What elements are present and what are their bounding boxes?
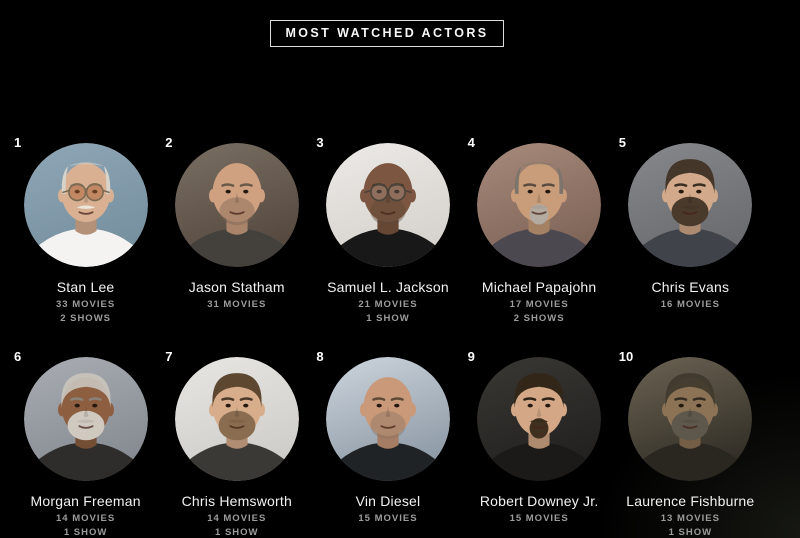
actor-stats: 15 MOVIES	[312, 512, 463, 526]
actor-movie-count: 13 MOVIES	[660, 513, 720, 524]
rank-badge: 8	[316, 349, 324, 364]
actor-movie-count: 16 MOVIES	[660, 299, 720, 310]
actor-show-count: 2 SHOWS	[513, 313, 565, 324]
actor-photo	[628, 357, 753, 481]
rank-badge: 6	[14, 349, 22, 364]
actor-name: Chris Evans	[651, 279, 730, 295]
rank-badge: 3	[316, 135, 324, 150]
page-title-text: MOST WATCHED ACTORS	[285, 26, 489, 40]
actor-stats: 17 MOVIES 2 SHOWS	[464, 298, 615, 326]
actor-show-count: 1 SHOW	[63, 527, 108, 538]
actor-show-count: 1 SHOW	[215, 527, 259, 538]
actor-photo	[23, 143, 148, 267]
actor-name: Laurence Fishburne	[626, 493, 755, 509]
actor-card[interactable]: 9 Robert Downey Jr. 15	[464, 344, 615, 538]
actor-stats: 31 MOVIES	[161, 298, 312, 312]
actor-movie-count: 31 MOVIES	[207, 299, 267, 310]
actor-card[interactable]: 5 Chris Evans 16 MOVIE	[615, 130, 766, 344]
actor-card[interactable]: 7 Chris Hemsworth 14 M	[161, 344, 312, 538]
actor-photo	[174, 357, 299, 481]
actors-grid: 1 Stan Lee 33 MOVIES	[10, 130, 767, 538]
actor-stats: 13 MOVIES 1 SHOW	[615, 512, 766, 538]
actor-stats: 14 MOVIES 1 SHOW	[161, 512, 312, 538]
actor-name: Morgan Freeman	[30, 493, 141, 509]
actor-card[interactable]: 2 Jason Statham 31 MOV	[161, 130, 312, 344]
actor-photo	[174, 143, 299, 267]
actor-card[interactable]: 4 Michael Papajohn 17	[464, 130, 615, 344]
actor-stats: 21 MOVIES 1 SHOW	[312, 298, 463, 326]
actor-movie-count: 15 MOVIES	[358, 513, 418, 524]
actor-stats: 16 MOVIES	[615, 298, 766, 312]
rank-badge: 9	[467, 349, 475, 364]
actor-movie-count: 21 MOVIES	[358, 299, 418, 310]
actor-name: Samuel L. Jackson	[327, 279, 449, 295]
actor-movie-count: 14 MOVIES	[207, 513, 267, 524]
actor-photo	[325, 357, 450, 481]
actor-name: Michael Papajohn	[481, 279, 597, 295]
actor-movie-count: 17 MOVIES	[509, 299, 569, 310]
page-title: MOST WATCHED ACTORS	[270, 20, 504, 47]
actor-show-count: 1 SHOW	[366, 313, 410, 324]
actor-show-count: 1 SHOW	[668, 527, 713, 538]
rank-badge: 1	[14, 135, 22, 150]
actor-movie-count: 15 MOVIES	[509, 513, 569, 524]
actor-movie-count: 33 MOVIES	[56, 299, 116, 310]
actor-photo	[477, 143, 602, 267]
rank-badge: 5	[618, 135, 626, 150]
actor-card[interactable]: 1 Stan Lee 33 MOVIES	[10, 130, 161, 344]
rank-badge: 2	[165, 135, 173, 150]
actor-photo	[477, 357, 602, 481]
actor-show-count: 2 SHOWS	[60, 313, 111, 324]
actor-name: Chris Hemsworth	[181, 493, 292, 509]
rank-badge: 4	[467, 135, 475, 150]
actor-card[interactable]: 10 Laurence Fishburne	[615, 344, 766, 538]
rank-badge: 10	[618, 349, 634, 364]
actor-movie-count: 14 MOVIES	[56, 513, 116, 524]
actor-stats: 15 MOVIES	[464, 512, 615, 526]
actor-stats: 33 MOVIES 2 SHOWS	[10, 298, 161, 326]
actor-card[interactable]: 3 Samuel L. Jackson 21	[312, 130, 463, 344]
rank-badge: 7	[165, 349, 173, 364]
actor-name: Vin Diesel	[355, 493, 421, 509]
actor-photo	[325, 143, 450, 267]
actor-name: Jason Statham	[188, 279, 285, 295]
actor-photo	[628, 143, 753, 267]
actor-name: Stan Lee	[56, 279, 115, 295]
actor-name: Robert Downey Jr.	[479, 493, 599, 509]
actor-stats: 14 MOVIES 1 SHOW	[10, 512, 161, 538]
header: MOST WATCHED ACTORS	[0, 20, 774, 47]
actor-photo	[23, 357, 148, 481]
actor-card[interactable]: 8 Vin Diesel 15 MOVIES	[312, 344, 463, 538]
actor-card[interactable]: 6 Morgan Freeman 14 MO	[10, 344, 161, 538]
